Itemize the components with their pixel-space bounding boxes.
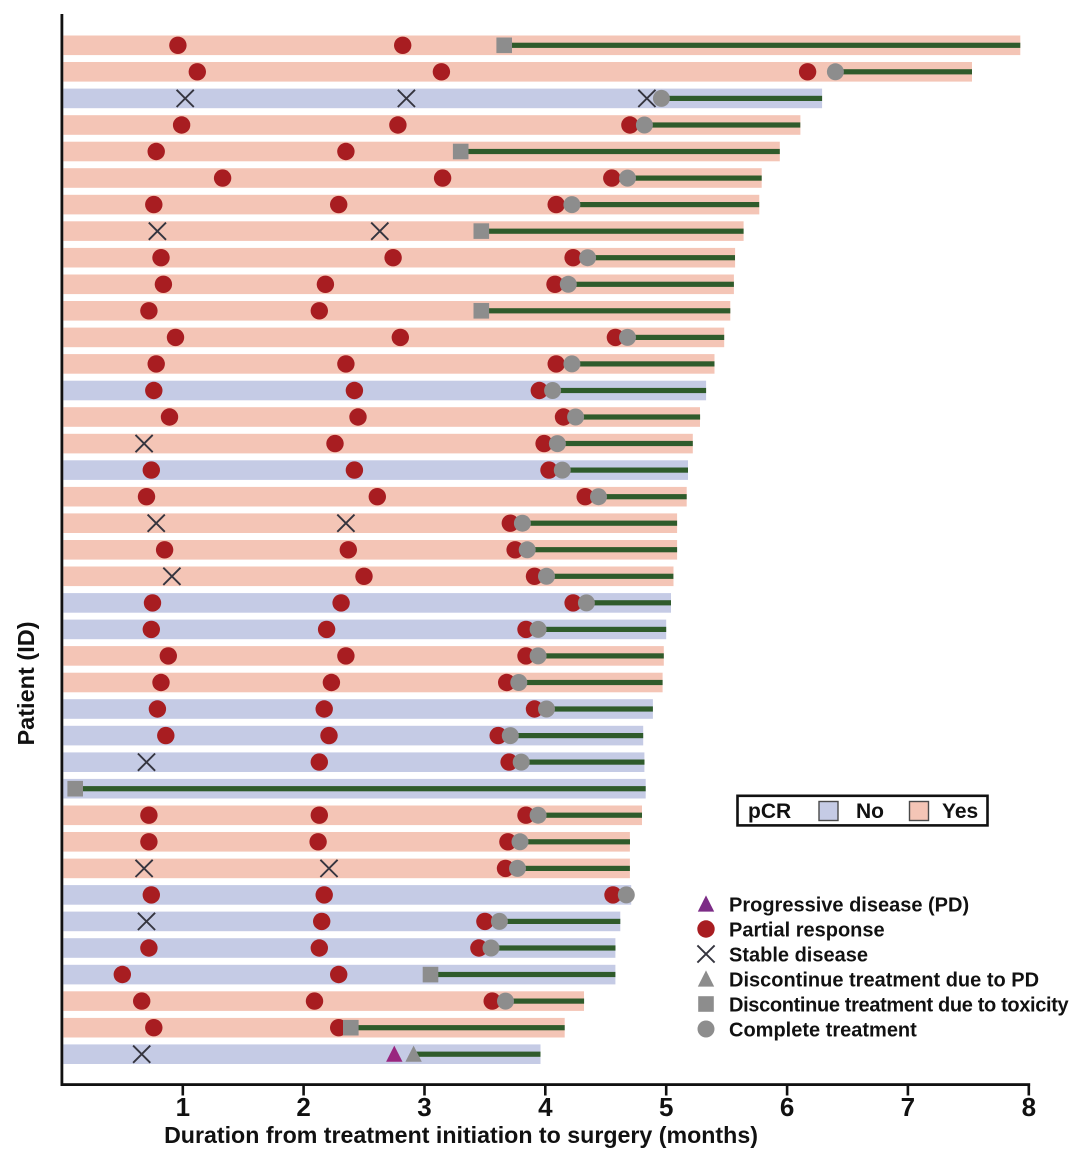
svg-text:6: 6 <box>780 1092 794 1122</box>
svg-text:pCR: pCR <box>748 800 791 823</box>
svg-text:Discontinue treatment due to P: Discontinue treatment due to PD <box>729 970 1039 992</box>
svg-text:8: 8 <box>1022 1092 1036 1122</box>
svg-text:Duration from treatment initia: Duration from treatment initiation to su… <box>164 1122 758 1148</box>
svg-text:4: 4 <box>538 1092 553 1122</box>
svg-text:Complete treatment: Complete treatment <box>729 1020 917 1042</box>
svg-text:Discontinue treatment due to t: Discontinue treatment due to toxicity <box>729 995 1070 1017</box>
svg-text:3: 3 <box>417 1092 431 1122</box>
svg-text:No: No <box>856 800 884 823</box>
svg-text:Progressive disease (PD): Progressive disease (PD) <box>729 895 969 917</box>
svg-text:5: 5 <box>659 1092 673 1122</box>
svg-text:Yes: Yes <box>942 800 978 823</box>
svg-text:1: 1 <box>176 1092 190 1122</box>
svg-text:Stable disease: Stable disease <box>729 945 868 967</box>
svg-text:Patient (ID): Patient (ID) <box>13 621 39 745</box>
svg-text:Partial response: Partial response <box>729 920 885 942</box>
svg-text:2: 2 <box>296 1092 310 1122</box>
svg-text:7: 7 <box>901 1092 915 1122</box>
